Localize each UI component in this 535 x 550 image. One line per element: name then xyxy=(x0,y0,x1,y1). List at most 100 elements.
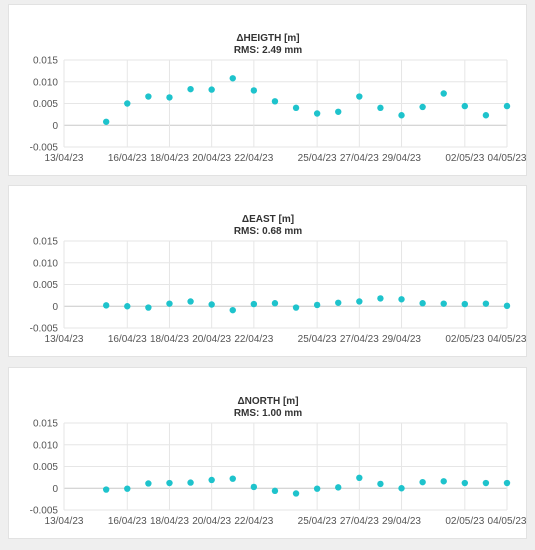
data-point xyxy=(187,298,194,305)
data-point xyxy=(440,478,447,485)
x-tick-label: 13/04/23 xyxy=(45,516,84,527)
x-tick-label: 25/04/23 xyxy=(298,153,337,164)
data-point xyxy=(166,300,173,307)
y-tick-label: 0.005 xyxy=(33,280,58,291)
data-point xyxy=(440,300,447,307)
x-tick-label: 18/04/23 xyxy=(150,153,189,164)
data-point xyxy=(335,108,342,115)
data-point xyxy=(208,476,215,484)
data-point xyxy=(440,90,447,97)
y-tick-label: -0.005 xyxy=(30,143,59,154)
data-point xyxy=(229,475,236,482)
x-tick-label: 20/04/23 xyxy=(192,516,231,527)
chart-panel-north: ΔNORTH [m] RMS: 1.00 mm 0.015 0.010 0.005 0 -0… xyxy=(8,367,527,539)
data-point xyxy=(250,300,258,308)
data-point xyxy=(102,302,110,309)
data-point xyxy=(250,87,258,94)
data-point xyxy=(250,483,258,491)
data-point xyxy=(335,484,342,491)
x-tick-label: 18/04/23 xyxy=(150,334,189,345)
x-tick-label: 27/04/23 xyxy=(340,334,379,345)
x-tick-label: 18/04/23 xyxy=(150,516,189,527)
x-tick-label: 22/04/23 xyxy=(234,153,273,164)
data-point xyxy=(503,102,511,110)
data-point xyxy=(419,103,426,111)
x-tick-label: 04/05/23 xyxy=(488,153,527,164)
y-tick-label: -0.005 xyxy=(30,324,59,335)
data-point xyxy=(229,306,236,314)
chart-subtitle: RMS: 1.00 mm xyxy=(234,408,302,419)
x-tick-label: 27/04/23 xyxy=(340,153,379,164)
x-tick-label: 29/04/23 xyxy=(382,516,421,527)
data-point xyxy=(292,490,300,497)
x-tick-label: 20/04/23 xyxy=(192,153,231,164)
chart-title: ΔNORTH [m] xyxy=(237,396,298,407)
x-tick-label: 16/04/23 xyxy=(108,334,147,345)
x-tick-label: 29/04/23 xyxy=(382,153,421,164)
x-tick-label: 22/04/23 xyxy=(234,334,273,345)
y-tick-label: 0.015 xyxy=(33,56,58,67)
data-point xyxy=(398,485,405,492)
x-tick-label: 02/05/23 xyxy=(445,516,484,527)
chart-east: ΔEAST [m]RMS: 0.68 mm 0.015 0.010 0.005 0 -0.… xyxy=(30,214,527,345)
data-point xyxy=(145,304,152,311)
data-point xyxy=(313,485,321,492)
chart-height: ΔHEIGTH [m]RMS: 2.49 mm 0.015 0.010 0.005 0 -… xyxy=(30,33,527,164)
data-point xyxy=(208,86,215,93)
data-point xyxy=(419,300,426,307)
chart-subtitle: RMS: 2.49 mm xyxy=(234,45,302,56)
data-point xyxy=(503,302,511,310)
data-point xyxy=(208,301,215,308)
data-point xyxy=(145,93,152,100)
data-point xyxy=(145,480,152,487)
data-point xyxy=(313,110,321,117)
data-point xyxy=(377,480,384,488)
y-tick-label: 0.005 xyxy=(33,99,58,110)
data-point xyxy=(292,104,300,112)
x-tick-label: 02/05/23 xyxy=(445,334,484,345)
data-point xyxy=(271,487,279,495)
data-point xyxy=(166,94,173,101)
chart-subtitle: RMS: 0.68 mm xyxy=(234,226,302,237)
data-point xyxy=(292,304,300,311)
x-tick-label: 02/05/23 xyxy=(445,153,484,164)
x-tick-label: 04/05/23 xyxy=(488,334,527,345)
data-point xyxy=(356,474,363,482)
x-tick-label: 25/04/23 xyxy=(298,334,337,345)
data-point xyxy=(124,485,131,492)
data-point xyxy=(187,479,194,486)
data-point xyxy=(482,112,490,119)
data-point xyxy=(102,486,110,493)
data-point xyxy=(377,104,384,112)
x-tick-label: 22/04/23 xyxy=(234,516,273,527)
data-point xyxy=(356,298,363,305)
chart-title: ΔEAST [m] xyxy=(242,214,294,225)
x-tick-label: 27/04/23 xyxy=(340,516,379,527)
x-tick-label: 16/04/23 xyxy=(108,516,147,527)
data-point xyxy=(398,296,405,303)
data-point xyxy=(102,118,110,125)
data-point xyxy=(271,98,279,105)
x-tick-label: 04/05/23 xyxy=(488,516,527,527)
data-point xyxy=(124,100,131,107)
chart-title: ΔHEIGTH [m] xyxy=(236,33,299,44)
data-point xyxy=(335,299,342,306)
data-point xyxy=(271,300,279,307)
data-point xyxy=(461,479,469,487)
data-point xyxy=(229,75,236,82)
data-point xyxy=(377,295,384,302)
y-tick-label: -0.005 xyxy=(30,506,59,517)
chart-north: ΔNORTH [m]RMS: 1.00 mm 0.015 0.010 0.005 0 -0… xyxy=(30,396,527,527)
data-point xyxy=(356,93,363,100)
x-tick-label: 25/04/23 xyxy=(298,516,337,527)
data-point xyxy=(482,300,490,307)
y-tick-label: 0.005 xyxy=(33,462,58,473)
x-tick-label: 20/04/23 xyxy=(192,334,231,345)
x-tick-label: 16/04/23 xyxy=(108,153,147,164)
chart-panel-east: ΔEAST [m] RMS: 0.68 mm 0.015 0.010 0.005 0 -0.… xyxy=(8,185,527,357)
x-tick-label: 13/04/23 xyxy=(45,153,84,164)
data-point xyxy=(187,85,194,93)
y-tick-label: 0.010 xyxy=(33,440,58,451)
data-point xyxy=(482,479,490,487)
y-tick-label: 0.010 xyxy=(33,258,58,269)
